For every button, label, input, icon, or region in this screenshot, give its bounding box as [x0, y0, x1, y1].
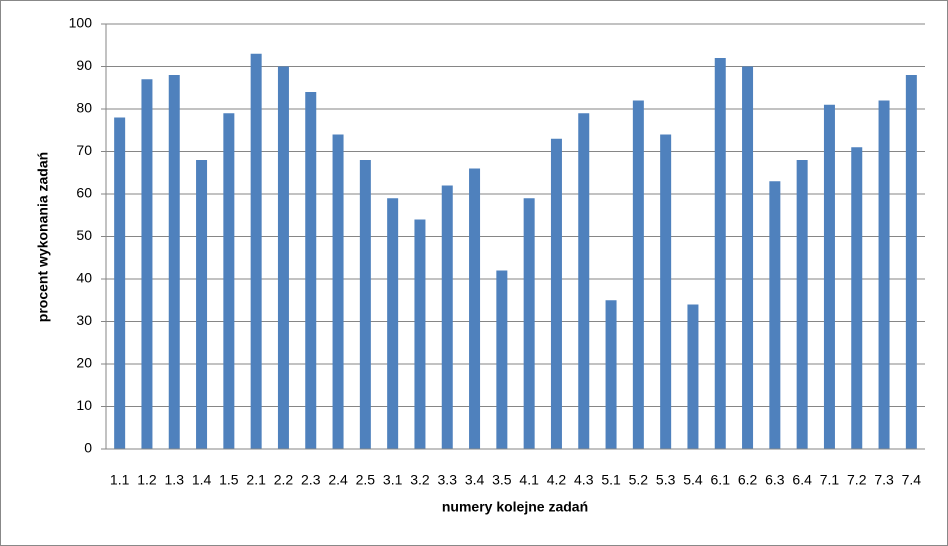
bar [469, 168, 481, 449]
x-tick-label: 7.1 [820, 472, 840, 488]
y-tick-label: 100 [69, 15, 93, 31]
bar [878, 100, 890, 449]
bar [796, 160, 808, 449]
bar [687, 304, 699, 449]
bar [387, 198, 399, 449]
bar [714, 58, 726, 449]
x-tick-label: 3.1 [383, 472, 403, 488]
y-tick-label: 30 [76, 312, 92, 328]
y-tick-label: 80 [76, 100, 92, 116]
y-tick-label: 60 [76, 185, 92, 201]
bar [441, 185, 453, 449]
x-tick-label: 7.4 [902, 472, 922, 488]
bar [196, 160, 208, 449]
bar [305, 92, 317, 449]
y-tick-label: 70 [76, 142, 92, 158]
y-tick-label: 40 [76, 270, 92, 286]
x-axis-title: numery kolejne zadań [442, 499, 588, 515]
bar [905, 75, 917, 449]
x-tick-label: 4.3 [574, 472, 594, 488]
y-tick-label: 50 [76, 227, 92, 243]
x-tick-label: 3.4 [465, 472, 485, 488]
x-tick-label: 1.3 [165, 472, 185, 488]
bar [742, 66, 754, 449]
x-tick-label: 6.4 [792, 472, 812, 488]
y-tick-label: 90 [76, 57, 92, 73]
x-tick-label: 1.1 [110, 472, 130, 488]
x-tick-label: 4.1 [519, 472, 539, 488]
x-tick-label: 1.2 [137, 472, 157, 488]
bar [250, 53, 262, 449]
bar [332, 134, 344, 449]
x-tick-label: 3.2 [410, 472, 430, 488]
x-tick-label: 6.3 [765, 472, 785, 488]
y-axis-title: procent wykonania zadań [35, 152, 51, 322]
y-tick-label: 0 [84, 440, 92, 456]
x-tick-label: 5.2 [629, 472, 649, 488]
x-tick-label: 2.3 [301, 472, 321, 488]
x-tick-label: 7.2 [847, 472, 867, 488]
x-tick-label: 1.5 [219, 472, 239, 488]
x-tick-label: 1.4 [192, 472, 212, 488]
bar [769, 181, 781, 449]
bar [660, 134, 672, 449]
bar [168, 75, 180, 449]
bar [632, 100, 644, 449]
x-tick-label: 5.3 [656, 472, 676, 488]
bar [496, 270, 508, 449]
bar [605, 300, 617, 449]
bar [141, 79, 153, 449]
x-tick-label: 2.1 [246, 472, 266, 488]
x-tick-label: 2.5 [356, 472, 376, 488]
bar [359, 160, 371, 449]
y-tick-label: 10 [76, 397, 92, 413]
x-tick-label: 7.3 [874, 472, 894, 488]
x-tick-label: 2.2 [274, 472, 294, 488]
x-tick-label: 6.1 [711, 472, 731, 488]
y-tick-label: 20 [76, 355, 92, 371]
bar [414, 219, 426, 449]
bar [578, 113, 590, 449]
x-tick-label: 3.5 [492, 472, 512, 488]
x-tick-label: 3.3 [438, 472, 458, 488]
x-tick-label: 2.4 [328, 472, 348, 488]
bar [851, 147, 863, 449]
x-tick-label: 6.2 [738, 472, 758, 488]
bar [277, 66, 289, 449]
bar [550, 138, 562, 449]
x-tick-label: 5.4 [683, 472, 703, 488]
x-tick-label: 4.2 [547, 472, 567, 488]
x-tick-label: 5.1 [601, 472, 621, 488]
bar [223, 113, 235, 449]
bar [523, 198, 535, 449]
bar [114, 117, 126, 449]
bar [823, 104, 835, 449]
